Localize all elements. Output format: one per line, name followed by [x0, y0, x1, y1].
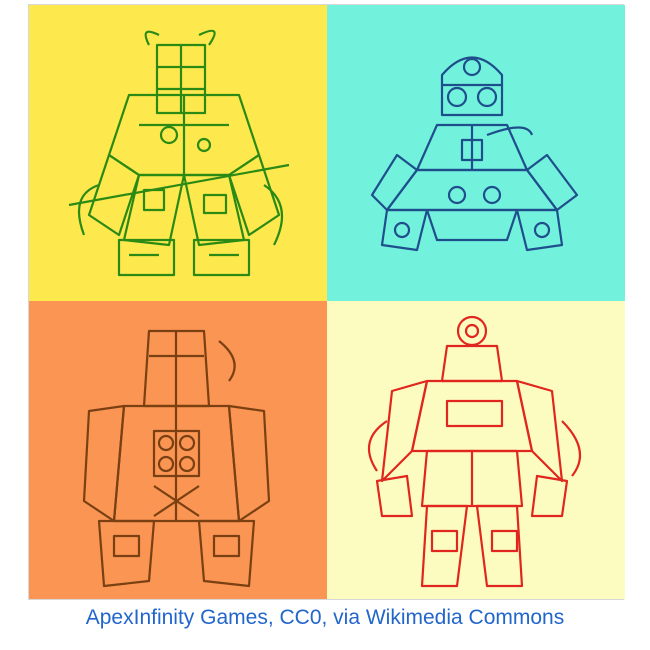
panel-orange — [29, 301, 327, 599]
image-attribution-caption[interactable]: ApexInfinity Games, CC0, via Wikimedia C… — [0, 606, 650, 630]
robot-figure-green — [29, 5, 327, 301]
panel-yellow — [29, 5, 327, 301]
pop-art-robot-grid — [28, 4, 625, 600]
robot-figure-red — [327, 301, 625, 599]
attribution-link[interactable]: ApexInfinity Games, CC0, via Wikimedia C… — [85, 606, 565, 629]
panel-pale-yellow — [327, 301, 625, 599]
robot-figure-blue — [327, 5, 625, 301]
panel-cyan — [327, 5, 625, 301]
robot-figure-brown — [29, 301, 327, 599]
